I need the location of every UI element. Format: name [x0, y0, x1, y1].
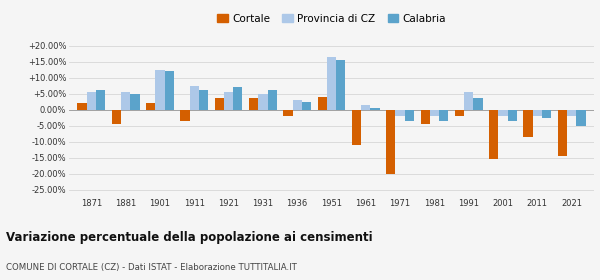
Bar	[542, 109, 551, 118]
Bar	[439, 109, 448, 121]
Bar	[249, 98, 258, 109]
Bar	[567, 109, 577, 116]
Bar	[199, 90, 208, 109]
Bar	[370, 108, 380, 109]
Bar	[405, 109, 414, 121]
Bar	[190, 86, 199, 109]
Bar	[146, 103, 155, 109]
Bar	[395, 109, 405, 116]
Bar	[77, 103, 86, 109]
Bar	[121, 92, 130, 109]
Bar	[455, 109, 464, 116]
Text: Variazione percentuale della popolazione ai censimenti: Variazione percentuale della popolazione…	[6, 231, 373, 244]
Bar	[421, 109, 430, 124]
Bar	[361, 105, 370, 109]
Bar	[386, 109, 395, 174]
Bar	[352, 109, 361, 145]
Bar	[293, 100, 302, 109]
Bar	[155, 70, 164, 109]
Bar	[499, 109, 508, 116]
Bar	[558, 109, 567, 156]
Bar	[489, 109, 499, 159]
Bar	[233, 87, 242, 109]
Bar	[181, 109, 190, 121]
Bar	[464, 92, 473, 109]
Bar	[268, 90, 277, 109]
Legend: Cortale, Provincia di CZ, Calabria: Cortale, Provincia di CZ, Calabria	[213, 10, 450, 28]
Bar	[86, 92, 96, 109]
Bar	[430, 109, 439, 116]
Bar	[215, 98, 224, 109]
Bar	[164, 71, 174, 109]
Bar	[302, 102, 311, 109]
Bar	[523, 109, 533, 137]
Bar	[508, 109, 517, 121]
Bar	[258, 94, 268, 109]
Bar	[96, 90, 105, 109]
Bar	[533, 109, 542, 116]
Bar	[577, 109, 586, 126]
Bar	[112, 109, 121, 124]
Bar	[327, 57, 336, 109]
Bar	[224, 92, 233, 109]
Bar	[317, 97, 327, 109]
Text: COMUNE DI CORTALE (CZ) - Dati ISTAT - Elaborazione TUTTITALIA.IT: COMUNE DI CORTALE (CZ) - Dati ISTAT - El…	[6, 263, 297, 272]
Bar	[336, 60, 346, 109]
Bar	[473, 98, 482, 109]
Bar	[130, 94, 140, 109]
Bar	[283, 109, 293, 116]
